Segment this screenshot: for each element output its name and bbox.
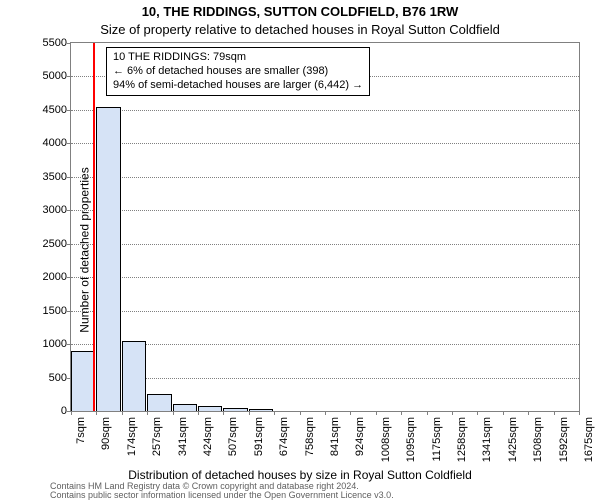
histogram-bar [223, 408, 247, 411]
gridline [71, 277, 579, 278]
xtick-mark [579, 411, 580, 415]
reference-line [93, 43, 95, 411]
xtick-mark [376, 411, 377, 415]
xtick-label: 924sqm [354, 415, 366, 456]
histogram-bar [122, 341, 146, 411]
xtick-label: 7sqm [75, 415, 87, 444]
ytick-label: 5000 [27, 70, 71, 82]
info-box-line: 94% of semi-detached houses are larger (… [113, 79, 363, 93]
ytick-label: 4000 [27, 137, 71, 149]
xtick-label: 1008sqm [380, 415, 392, 462]
ytick-label: 0 [27, 405, 71, 417]
xtick-mark [427, 411, 428, 415]
info-box-line: ← 6% of detached houses are smaller (398… [113, 65, 363, 79]
xtick-label: 841sqm [329, 415, 341, 456]
attribution-line: Contains public sector information licen… [50, 491, 394, 500]
ytick-label: 3000 [27, 204, 71, 216]
chart-subtitle: Size of property relative to detached ho… [0, 22, 600, 37]
ytick-label: 1500 [27, 305, 71, 317]
info-box-line: 10 THE RIDDINGS: 79sqm [113, 51, 363, 65]
xtick-mark [173, 411, 174, 415]
gridline [71, 344, 579, 345]
ytick-label: 4500 [27, 104, 71, 116]
xtick-mark [528, 411, 529, 415]
xtick-label: 1425sqm [507, 415, 519, 462]
xtick-mark [401, 411, 402, 415]
gridline [71, 311, 579, 312]
xtick-mark [147, 411, 148, 415]
histogram-bar [71, 351, 95, 411]
histogram-bar [198, 406, 222, 411]
info-box: 10 THE RIDDINGS: 79sqm← 6% of detached h… [106, 47, 370, 96]
ytick-label: 5500 [27, 37, 71, 49]
histogram-bar [249, 409, 273, 411]
plot-area: 0500100015002000250030003500400045005000… [70, 42, 580, 412]
xtick-label: 1675sqm [583, 415, 595, 462]
xtick-label: 257sqm [151, 415, 163, 456]
xtick-label: 1592sqm [558, 415, 570, 462]
gridline [71, 177, 579, 178]
xtick-mark [223, 411, 224, 415]
xtick-label: 591sqm [253, 415, 265, 456]
xtick-label: 1508sqm [532, 415, 544, 462]
histogram-bar [96, 107, 120, 411]
xtick-label: 1095sqm [405, 415, 417, 462]
histogram-bar [147, 394, 171, 411]
attribution: Contains HM Land Registry data © Crown c… [50, 482, 394, 500]
gridline [71, 210, 579, 211]
xtick-mark [96, 411, 97, 415]
xtick-mark [71, 411, 72, 415]
xtick-mark [350, 411, 351, 415]
xtick-mark [325, 411, 326, 415]
xtick-label: 674sqm [278, 415, 290, 456]
xtick-mark [300, 411, 301, 415]
ytick-label: 500 [27, 372, 71, 384]
xtick-mark [274, 411, 275, 415]
xtick-label: 507sqm [227, 415, 239, 456]
xtick-mark [249, 411, 250, 415]
xtick-label: 424sqm [202, 415, 214, 456]
chart-title: 10, THE RIDDINGS, SUTTON COLDFIELD, B76 … [0, 4, 600, 19]
gridline [71, 244, 579, 245]
histogram-bar [173, 404, 197, 411]
xtick-mark [452, 411, 453, 415]
xtick-mark [503, 411, 504, 415]
gridline [71, 143, 579, 144]
xtick-label: 90sqm [100, 415, 112, 450]
ytick-label: 1000 [27, 338, 71, 350]
ytick-label: 2000 [27, 271, 71, 283]
xtick-mark [477, 411, 478, 415]
ytick-label: 2500 [27, 238, 71, 250]
x-axis-label: Distribution of detached houses by size … [0, 468, 600, 482]
xtick-label: 1258sqm [456, 415, 468, 462]
xtick-label: 1341sqm [481, 415, 493, 462]
xtick-label: 174sqm [126, 415, 138, 456]
gridline [71, 378, 579, 379]
page-root: 10, THE RIDDINGS, SUTTON COLDFIELD, B76 … [0, 0, 600, 500]
ytick-label: 3500 [27, 171, 71, 183]
xtick-label: 341sqm [177, 415, 189, 456]
gridline [71, 110, 579, 111]
xtick-mark [122, 411, 123, 415]
xtick-label: 758sqm [304, 415, 316, 456]
xtick-label: 1175sqm [431, 415, 443, 461]
xtick-mark [198, 411, 199, 415]
xtick-mark [554, 411, 555, 415]
